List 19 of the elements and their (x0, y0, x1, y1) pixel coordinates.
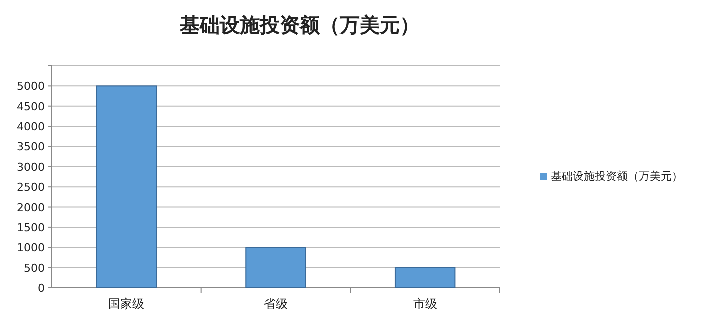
bar (246, 247, 306, 288)
bar (96, 86, 158, 288)
x-tick-label: 国家级 (108, 297, 145, 311)
y-tick-label: 1000 (17, 242, 45, 255)
y-tick-label: 4000 (17, 120, 45, 134)
y-tick-label: 3500 (17, 140, 45, 154)
y-tick-label: 2500 (17, 181, 45, 194)
y-tick-label: 2000 (17, 201, 45, 214)
x-tick-label: 市级 (413, 297, 438, 311)
y-tick-label: 3000 (17, 160, 45, 174)
legend-label: 基础设施投资额（万美元） (551, 170, 683, 183)
y-tick-label: 500 (24, 262, 45, 275)
y-tick-label: 0 (38, 282, 45, 295)
x-tick-label: 省级 (264, 297, 288, 311)
y-tick-label: 5000 (17, 80, 45, 94)
chart-title: 基础设施投资额（万美元） (179, 13, 420, 37)
y-tick-label: 1500 (17, 221, 45, 234)
bar (394, 267, 456, 288)
y-tick-label: 4500 (17, 100, 45, 114)
